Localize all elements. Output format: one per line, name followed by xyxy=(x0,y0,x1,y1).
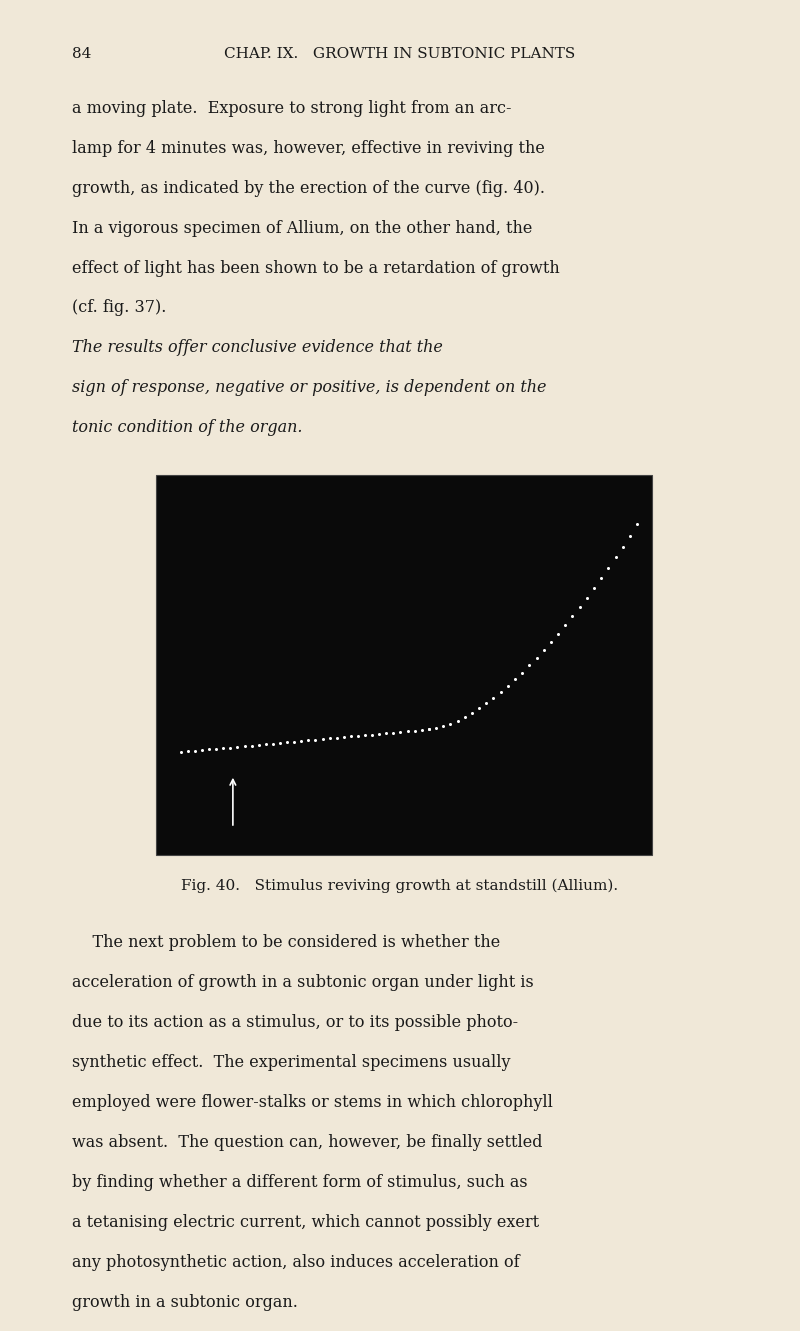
Text: CHAP. IX.   GROWTH IN SUBTONIC PLANTS: CHAP. IX. GROWTH IN SUBTONIC PLANTS xyxy=(224,47,576,61)
Text: Fig. 40.   Stimulus reviving growth at standstill (Allium).: Fig. 40. Stimulus reviving growth at sta… xyxy=(182,878,618,893)
Text: tonic condition of the organ.: tonic condition of the organ. xyxy=(72,419,302,437)
Text: a moving plate.  Exposure to strong light from an arc-: a moving plate. Exposure to strong light… xyxy=(72,100,511,117)
Bar xyxy=(156,475,652,855)
Text: growth, as indicated by the erection of the curve (fig. 40).: growth, as indicated by the erection of … xyxy=(72,180,545,197)
Text: employed were flower-stalks or stems in which chlorophyll: employed were flower-stalks or stems in … xyxy=(72,1094,553,1111)
Text: acceleration of growth in a subtonic organ under light is: acceleration of growth in a subtonic org… xyxy=(72,974,534,992)
Text: a tetanising electric current, which cannot possibly exert: a tetanising electric current, which can… xyxy=(72,1214,539,1231)
Text: due to its action as a stimulus, or to its possible photo-: due to its action as a stimulus, or to i… xyxy=(72,1014,518,1032)
Text: effect of light has been shown to be a retardation of growth: effect of light has been shown to be a r… xyxy=(72,260,560,277)
Text: growth in a subtonic organ.: growth in a subtonic organ. xyxy=(72,1294,298,1311)
Text: synthetic effect.  The experimental specimens usually: synthetic effect. The experimental speci… xyxy=(72,1054,510,1071)
Text: (cf. fig. 37).: (cf. fig. 37). xyxy=(72,299,166,317)
Text: In a vigorous specimen of Allium, on the other hand, the: In a vigorous specimen of Allium, on the… xyxy=(72,220,532,237)
Text: sign of response, negative or positive, is dependent on the: sign of response, negative or positive, … xyxy=(72,379,546,397)
Text: any photosynthetic action, also induces acceleration of: any photosynthetic action, also induces … xyxy=(72,1254,520,1271)
Text: The next problem to be considered is whether the: The next problem to be considered is whe… xyxy=(72,934,500,952)
Text: 84: 84 xyxy=(72,47,91,61)
Text: was absent.  The question can, however, be finally settled: was absent. The question can, however, b… xyxy=(72,1134,542,1151)
Text: by finding whether a different form of stimulus, such as: by finding whether a different form of s… xyxy=(72,1174,528,1191)
Text: The results offer conclusive evidence that the: The results offer conclusive evidence th… xyxy=(72,339,443,357)
Text: lamp for 4 minutes was, however, effective in reviving the: lamp for 4 minutes was, however, effecti… xyxy=(72,140,545,157)
